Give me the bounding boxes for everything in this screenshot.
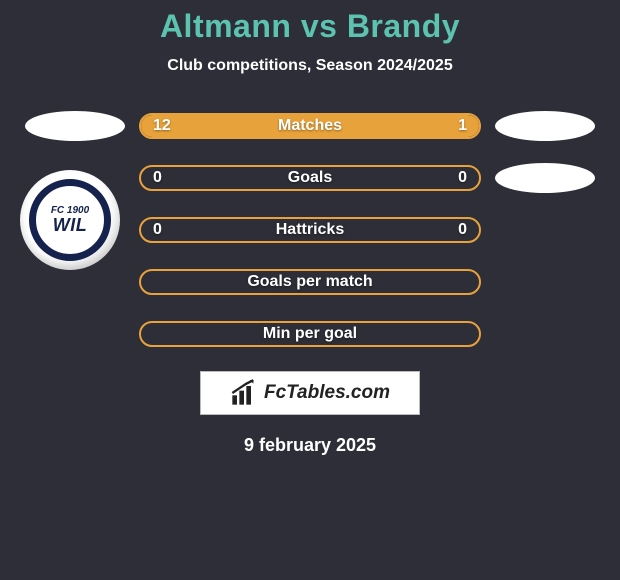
stat-label: Goals per match [141, 273, 479, 291]
stat-row: Min per goal [0, 319, 620, 349]
stat-bar: 121Matches [139, 113, 481, 139]
date-label: 9 february 2025 [0, 435, 620, 456]
page-subtitle: Club competitions, Season 2024/2025 [0, 57, 620, 75]
stat-label: Hattricks [141, 221, 479, 239]
stat-bar: 00Goals [139, 165, 481, 191]
club-logo-left: FC 1900 WIL [20, 170, 120, 270]
stat-row: 121Matches [0, 111, 620, 141]
player-badge-left [25, 111, 125, 141]
page-title: Altmann vs Brandy [0, 8, 620, 45]
brand-text: FcTables.com [264, 382, 390, 404]
bar-chart-icon [230, 379, 258, 407]
brand-container: FcTables.com [0, 371, 620, 415]
stat-bar: Goals per match [139, 269, 481, 295]
stat-label: Min per goal [141, 325, 479, 343]
stat-label: Goals [141, 169, 479, 187]
brand-badge[interactable]: FcTables.com [200, 371, 420, 415]
player-badge-right [495, 111, 595, 141]
stat-bar: 00Hattricks [139, 217, 481, 243]
player-badge-right [495, 163, 595, 193]
stat-row: Goals per match [0, 267, 620, 297]
club-logo-main-text: WIL [53, 216, 88, 234]
stat-bar: Min per goal [139, 321, 481, 347]
stat-label: Matches [141, 117, 479, 135]
